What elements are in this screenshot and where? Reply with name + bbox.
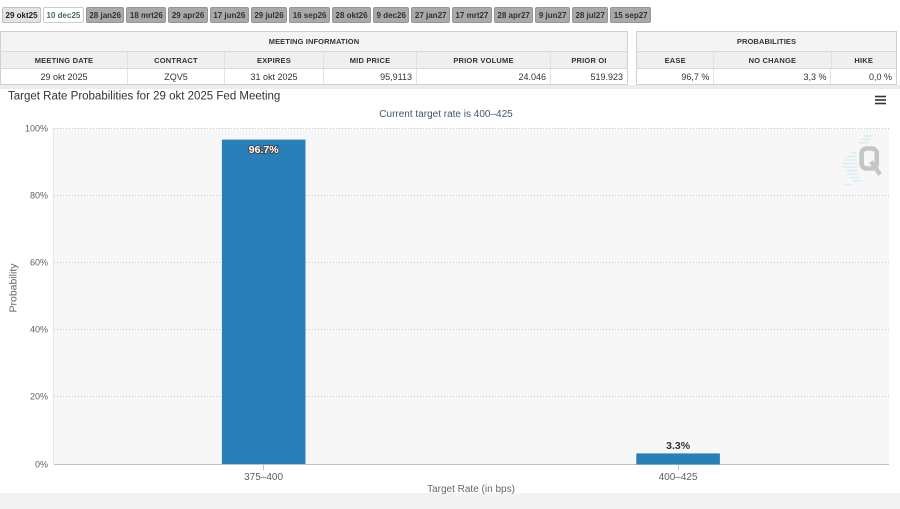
svg-text:100%: 100% (25, 124, 48, 134)
svg-text:80%: 80% (30, 191, 48, 201)
svg-text:3.3%: 3.3% (666, 440, 691, 452)
svg-text:0%: 0% (35, 460, 48, 470)
svg-text:375–400: 375–400 (244, 472, 283, 483)
svg-text:20%: 20% (30, 392, 48, 402)
svg-text:Target Rate (in bps): Target Rate (in bps) (427, 484, 515, 495)
svg-text:60%: 60% (30, 258, 48, 268)
svg-text:Probability: Probability (8, 263, 20, 313)
svg-text:Current target rate is 400–425: Current target rate is 400–425 (379, 109, 513, 120)
svg-text:400–425: 400–425 (659, 472, 698, 483)
svg-text:40%: 40% (30, 325, 48, 335)
svg-text:96.7%: 96.7% (249, 144, 279, 156)
svg-text:Target Rate Probabilities for: Target Rate Probabilities for 29 okt 202… (8, 91, 280, 103)
